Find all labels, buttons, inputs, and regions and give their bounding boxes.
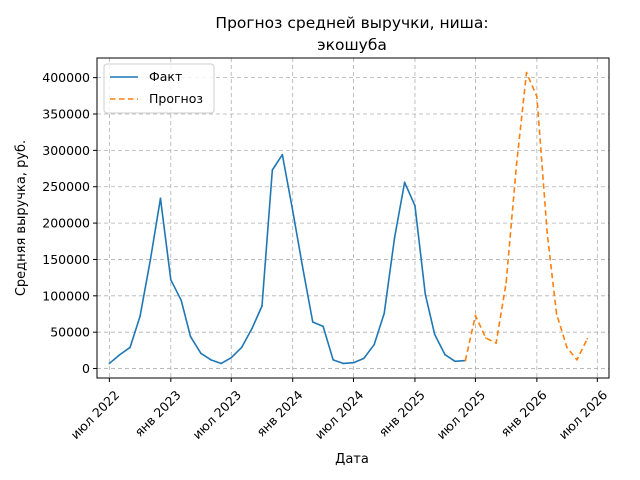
- data-point-fact-12: [230, 356, 233, 359]
- chart-title-line-2: экошуба: [317, 36, 387, 54]
- series-line-fact: [108, 153, 466, 365]
- grid: [97, 58, 609, 378]
- data-point-fact-15: [261, 305, 263, 307]
- y-tick-label-0: 0: [82, 361, 90, 376]
- data-point-forecast-8: [546, 232, 549, 235]
- data-point-forecast-11: [576, 359, 578, 361]
- data-point-fact-14: [251, 327, 253, 330]
- data-point-fact-13: [240, 346, 243, 349]
- legend: Факт Прогноз: [103, 63, 215, 114]
- data-point-fact-26: [373, 343, 376, 346]
- y-axis-label: Средняя выручка, руб.: [14, 140, 29, 296]
- data-point-fact-19: [302, 268, 304, 271]
- data-point-forecast-2: [484, 337, 487, 339]
- data-point-forecast-7: [536, 95, 538, 98]
- y-tick-label-6: 300000: [42, 143, 90, 158]
- data-point-forecast-5: [515, 164, 518, 166]
- data-point-fact-6: [170, 279, 172, 281]
- y-tick-label-2: 100000: [42, 288, 90, 303]
- data-point-forecast-3: [495, 342, 497, 344]
- data-point-fact-3: [139, 315, 141, 317]
- legend-label-forecast: Прогноз: [149, 91, 203, 106]
- data-point-fact-4: [149, 258, 152, 261]
- data-point-fact-7: [180, 299, 182, 301]
- legend-label-fact: Факт: [149, 69, 182, 84]
- plot-frame: [96, 57, 610, 379]
- data-point-fact-5: [159, 197, 162, 200]
- data-point-fact-21: [322, 325, 324, 328]
- data-point-fact-11: [220, 362, 223, 365]
- data-point-forecast-6: [525, 71, 528, 74]
- data-point-fact-22: [332, 359, 334, 361]
- series-layer: [108, 71, 589, 365]
- chart-title-line-1: Прогноз средней выручки, ниша:: [215, 14, 488, 32]
- data-point-fact-23: [342, 362, 345, 365]
- data-point-fact-28: [393, 236, 396, 239]
- data-point-forecast-9: [555, 313, 558, 315]
- data-point-fact-18: [291, 209, 294, 212]
- data-point-fact-34: [454, 360, 456, 363]
- data-point-fact-30: [414, 204, 416, 207]
- data-point-fact-9: [200, 352, 202, 355]
- data-point-fact-8: [189, 335, 192, 338]
- y-tick-label-3: 150000: [42, 252, 90, 267]
- data-point-fact-29: [403, 181, 406, 184]
- data-point-fact-1: [118, 353, 121, 356]
- y-tick-label-4: 200000: [42, 216, 90, 231]
- y-tick-label-5: 250000: [42, 179, 90, 194]
- data-point-fact-0: [108, 362, 111, 365]
- y-tick-label-1: 50000: [50, 325, 90, 340]
- x-axis-label: Дата: [335, 452, 369, 467]
- data-point-forecast-10: [566, 346, 568, 349]
- data-point-fact-20: [311, 321, 314, 323]
- y-tick-label-8: 400000: [42, 70, 90, 85]
- data-point-fact-27: [383, 312, 386, 315]
- data-point-fact-2: [129, 346, 131, 349]
- data-point-forecast-1: [474, 314, 477, 317]
- y-tick-label-7: 350000: [42, 107, 90, 122]
- data-point-fact-24: [352, 361, 355, 364]
- data-point-forecast-0: [464, 359, 467, 362]
- data-point-fact-17: [281, 153, 284, 156]
- data-point-forecast-4: [505, 281, 507, 284]
- data-point-fact-33: [444, 353, 446, 356]
- data-point-forecast-12: [586, 337, 589, 340]
- data-point-fact-10: [210, 359, 212, 361]
- data-point-fact-16: [271, 169, 274, 171]
- data-point-fact-31: [424, 293, 427, 296]
- data-point-fact-25: [363, 357, 365, 360]
- data-point-fact-32: [433, 333, 436, 336]
